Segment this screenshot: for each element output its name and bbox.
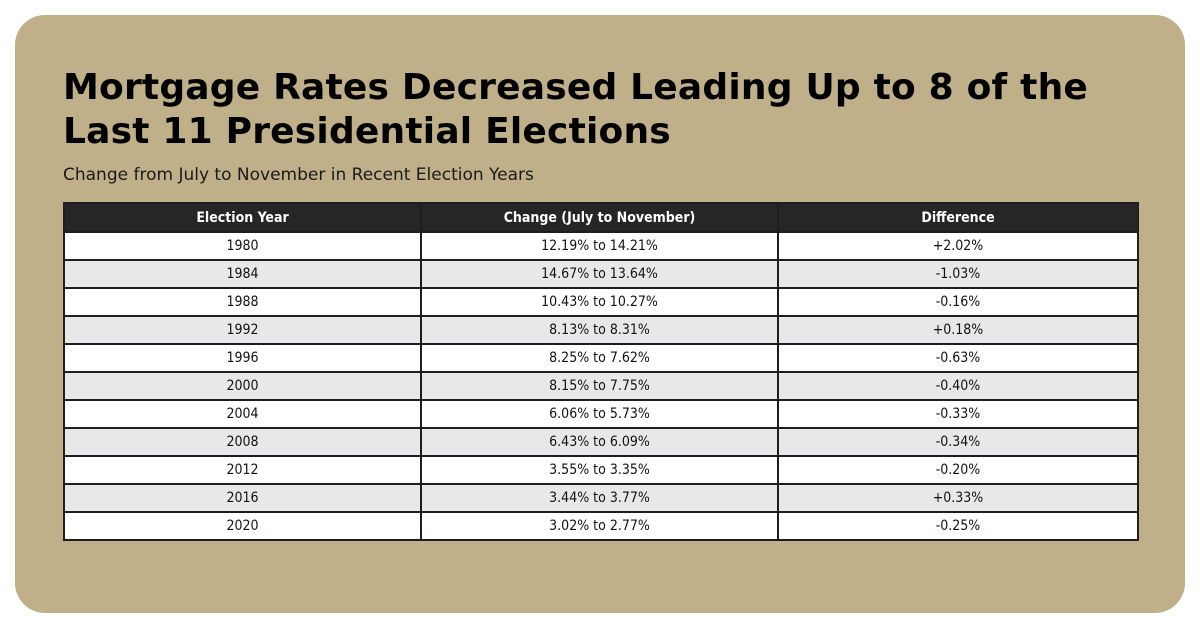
difference-cell: +0.18% [777, 315, 1139, 345]
election-year-cell: 2012 [63, 455, 422, 485]
election-year-cell: 2016 [63, 483, 422, 513]
page-subtitle: Change from July to November in Recent E… [63, 165, 534, 185]
table-row: 2008 6.43% to 6.09% -0.34% [63, 427, 1139, 457]
change-cell: 14.67% to 13.64% [420, 259, 779, 289]
change-cell: 8.13% to 8.31% [420, 315, 779, 345]
change-cell: 12.19% to 14.21% [420, 231, 779, 261]
difference-cell: -0.16% [777, 287, 1139, 317]
table-row: 2012 3.55% to 3.35% -0.20% [63, 455, 1139, 485]
change-cell: 10.43% to 10.27% [420, 287, 779, 317]
election-year-cell: 2000 [63, 371, 422, 401]
table-header-row: Election Year Change (July to November) … [63, 202, 1139, 233]
election-year-cell: 1980 [63, 231, 422, 261]
election-year-cell: 2008 [63, 427, 422, 457]
change-cell: 3.55% to 3.35% [420, 455, 779, 485]
difference-cell: +0.33% [777, 483, 1139, 513]
change-cell: 6.06% to 5.73% [420, 399, 779, 429]
election-year-cell: 1992 [63, 315, 422, 345]
election-year-cell: 2020 [63, 511, 422, 541]
difference-cell: -0.40% [777, 371, 1139, 401]
election-year-cell: 1996 [63, 343, 422, 373]
column-header-change: Change (July to November) [420, 202, 779, 233]
page-title: Mortgage Rates Decreased Leading Up to 8… [63, 67, 1089, 152]
table-row: 2004 6.06% to 5.73% -0.33% [63, 399, 1139, 429]
change-cell: 3.44% to 3.77% [420, 483, 779, 513]
change-cell: 3.02% to 2.77% [420, 511, 779, 541]
difference-cell: -0.33% [777, 399, 1139, 429]
election-year-cell: 1988 [63, 287, 422, 317]
table-row: 1980 12.19% to 14.21% +2.02% [63, 231, 1139, 261]
change-cell: 8.15% to 7.75% [420, 371, 779, 401]
column-header-difference: Difference [777, 202, 1139, 233]
table-body: 1980 12.19% to 14.21% +2.02% 1984 14.67% to … [63, 231, 1139, 541]
rates-table: Election Year Change (July to November) … [63, 202, 1139, 541]
difference-cell: -0.63% [777, 343, 1139, 373]
difference-cell: -1.03% [777, 259, 1139, 289]
column-header-election-year: Election Year [63, 202, 422, 233]
table-row: 1984 14.67% to 13.64% -1.03% [63, 259, 1139, 289]
table-row: 1996 8.25% to 7.62% -0.63% [63, 343, 1139, 373]
difference-cell: +2.02% [777, 231, 1139, 261]
difference-cell: -0.20% [777, 455, 1139, 485]
table-row: 2020 3.02% to 2.77% -0.25% [63, 511, 1139, 541]
table-row: 2016 3.44% to 3.77% +0.33% [63, 483, 1139, 513]
table-row: 1992 8.13% to 8.31% +0.18% [63, 315, 1139, 345]
change-cell: 8.25% to 7.62% [420, 343, 779, 373]
change-cell: 6.43% to 6.09% [420, 427, 779, 457]
difference-cell: -0.34% [777, 427, 1139, 457]
table-row: 2000 8.15% to 7.75% -0.40% [63, 371, 1139, 401]
table-row: 1988 10.43% to 10.27% -0.16% [63, 287, 1139, 317]
election-year-cell: 2004 [63, 399, 422, 429]
election-year-cell: 1984 [63, 259, 422, 289]
difference-cell: -0.25% [777, 511, 1139, 541]
